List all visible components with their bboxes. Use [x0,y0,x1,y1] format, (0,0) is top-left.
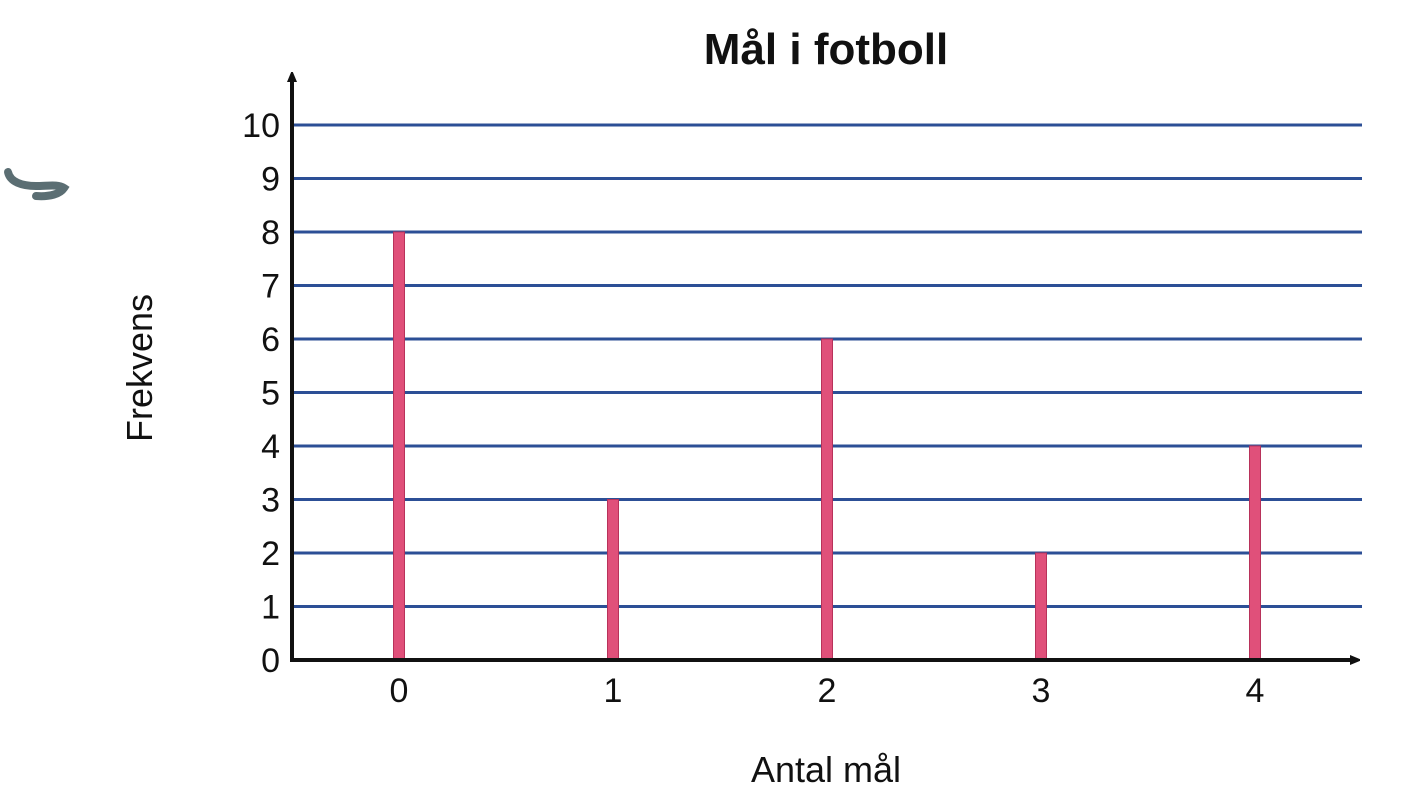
y-tick-label: 4 [261,428,280,466]
y-tick-label: 7 [261,268,280,306]
y-tick-label: 3 [261,482,280,520]
y-tick-label: 0 [261,642,280,680]
x-tick-labels: 0 1 2 3 4 [390,672,1265,710]
x-tick-label: 3 [1032,672,1051,710]
chart-title: Mål i fotboll [704,25,948,74]
y-tick-label: 5 [261,375,280,413]
y-tick-label: 10 [242,107,280,145]
y-tick-label: 8 [261,214,280,252]
x-tick-label: 4 [1246,672,1265,710]
bar [393,231,405,661]
x-tick-label: 1 [604,672,623,710]
stray-pen-mark [4,168,70,201]
y-tick-labels: 0 1 2 3 4 5 6 7 8 9 10 [242,107,280,680]
bar [607,499,619,661]
bars [393,231,1261,661]
x-tick-label: 0 [390,672,409,710]
bar [1249,445,1261,661]
y-axis-label: Frekvens [119,294,160,442]
x-axis-label: Antal mål [751,749,901,790]
y-tick-label: 1 [261,589,280,627]
y-tick-label: 9 [261,161,280,199]
y-tick-label: 2 [261,535,280,573]
x-tick-label: 2 [818,672,837,710]
bar [821,338,833,661]
y-tick-label: 6 [261,321,280,359]
bar [1035,552,1047,661]
